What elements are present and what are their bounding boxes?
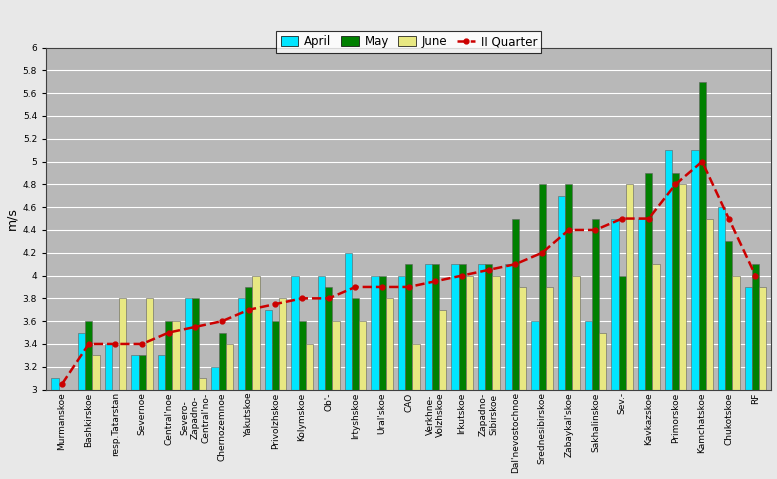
Bar xyxy=(733,275,740,389)
Bar xyxy=(352,298,359,389)
Bar xyxy=(504,264,512,389)
Bar xyxy=(611,218,618,389)
Bar xyxy=(718,207,725,389)
Bar xyxy=(573,275,580,389)
Bar xyxy=(172,321,179,389)
Bar xyxy=(405,264,413,389)
Bar xyxy=(645,173,653,389)
Bar xyxy=(345,253,352,389)
Bar xyxy=(253,275,260,389)
Bar xyxy=(138,355,146,389)
Bar xyxy=(519,287,526,389)
Bar xyxy=(638,218,645,389)
Bar xyxy=(512,218,519,389)
Bar xyxy=(752,264,759,389)
Bar xyxy=(618,275,625,389)
Bar xyxy=(558,196,565,389)
Bar xyxy=(465,275,473,389)
Bar xyxy=(359,321,366,389)
Bar xyxy=(226,344,233,389)
Bar xyxy=(584,321,592,389)
Bar xyxy=(679,184,686,389)
Bar xyxy=(199,378,206,389)
Bar xyxy=(291,275,298,389)
Bar xyxy=(725,241,733,389)
Bar xyxy=(119,298,126,389)
Bar xyxy=(238,298,246,389)
Bar xyxy=(699,82,706,389)
Bar xyxy=(378,275,385,389)
Bar xyxy=(706,218,713,389)
Bar xyxy=(146,298,153,389)
Bar xyxy=(485,264,493,389)
Bar xyxy=(458,264,465,389)
Bar xyxy=(592,218,599,389)
Bar xyxy=(599,332,606,389)
Bar xyxy=(545,287,553,389)
Bar xyxy=(385,298,393,389)
Bar xyxy=(664,150,672,389)
Bar xyxy=(398,275,405,389)
Bar xyxy=(425,264,432,389)
Bar xyxy=(625,184,633,389)
Bar xyxy=(413,344,420,389)
Y-axis label: m/s: m/s xyxy=(5,207,19,230)
Legend: April, May, June, II Quarter: April, May, June, II Quarter xyxy=(277,31,542,53)
Bar xyxy=(272,321,279,389)
Bar xyxy=(265,310,272,389)
Bar xyxy=(744,287,752,389)
Bar xyxy=(759,287,766,389)
Bar xyxy=(185,298,192,389)
Bar xyxy=(326,287,333,389)
Bar xyxy=(85,321,92,389)
Bar xyxy=(538,184,545,389)
Bar xyxy=(531,321,538,389)
Bar xyxy=(692,150,699,389)
Bar xyxy=(305,344,313,389)
Bar xyxy=(166,321,172,389)
Bar xyxy=(478,264,485,389)
Bar xyxy=(51,378,58,389)
Bar xyxy=(298,321,305,389)
Bar xyxy=(371,275,378,389)
Bar xyxy=(279,298,286,389)
Bar xyxy=(493,275,500,389)
Bar xyxy=(672,173,679,389)
Bar xyxy=(158,355,166,389)
Bar xyxy=(78,332,85,389)
Bar xyxy=(105,344,112,389)
Bar xyxy=(246,287,253,389)
Bar xyxy=(451,264,458,389)
Bar xyxy=(439,310,446,389)
Bar xyxy=(218,332,226,389)
Bar xyxy=(432,264,439,389)
Bar xyxy=(92,355,99,389)
Bar xyxy=(653,264,660,389)
Bar xyxy=(318,275,326,389)
Bar xyxy=(192,298,199,389)
Bar xyxy=(131,355,138,389)
Bar xyxy=(333,321,340,389)
Bar xyxy=(565,184,573,389)
Bar xyxy=(211,367,218,389)
